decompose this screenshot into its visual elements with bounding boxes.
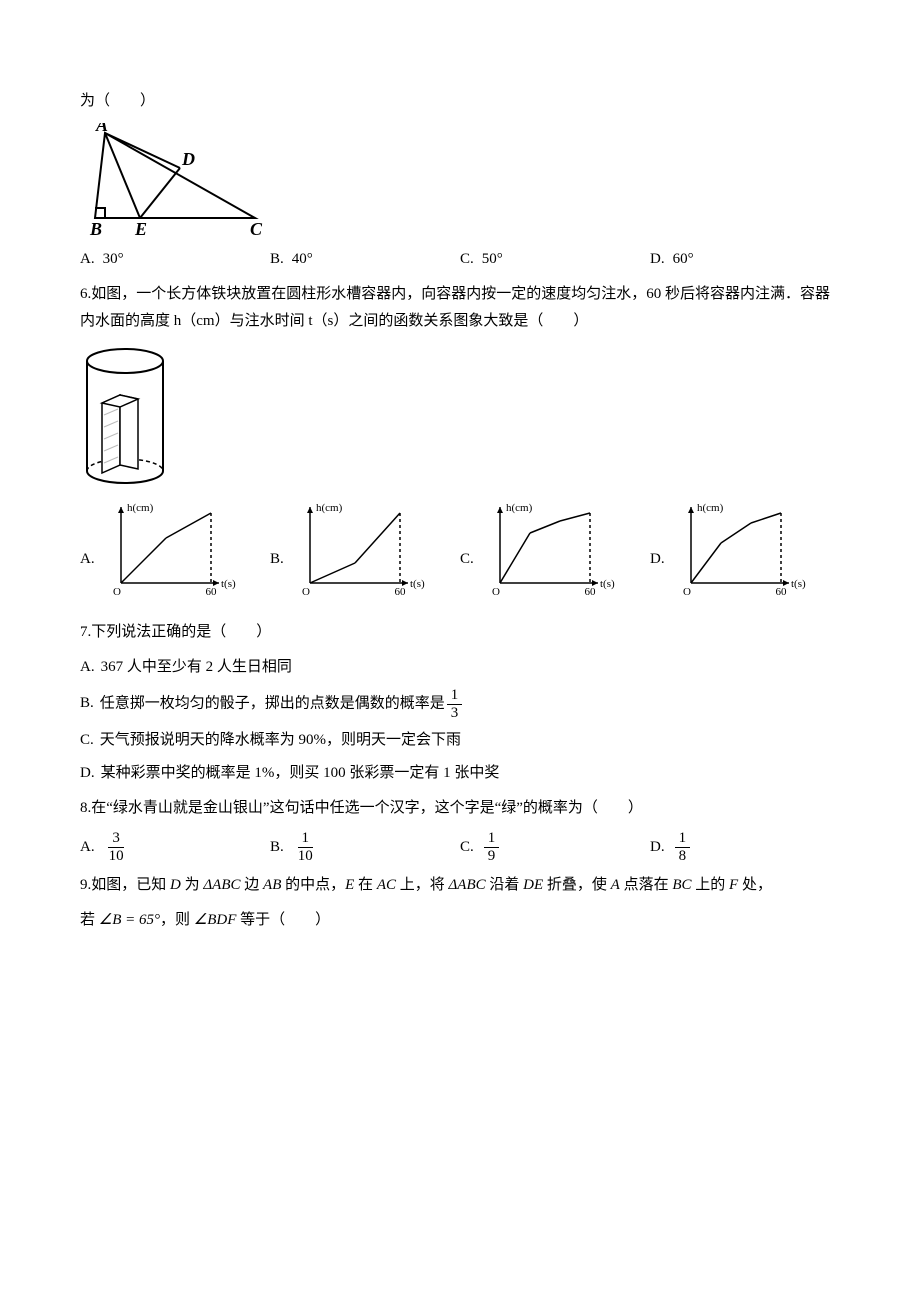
q9-l2-post: 等于（ ） xyxy=(236,912,330,928)
option-letter: D. xyxy=(80,760,95,787)
frac-num: 3 xyxy=(108,830,124,848)
q5-option-b[interactable]: B. 40° xyxy=(270,246,460,273)
frac-num: 1 xyxy=(447,687,463,705)
option-text-pre: 任意掷一枚均匀的骰子，掷出的点数是偶数的概率是 xyxy=(100,695,445,711)
svg-text:60: 60 xyxy=(584,586,596,598)
option-letter: A. xyxy=(80,654,95,681)
option-text: 某种彩票中奖的概率是 1%，则买 100 张彩票一定有 1 张中奖 xyxy=(101,760,500,787)
q5-option-c[interactable]: C. 50° xyxy=(460,246,650,273)
q5-tail-line: 为（ ） xyxy=(80,88,840,115)
q8-stem: 8.在“绿水青山就是金山银山”这句话中任选一个汉字，这个字是“绿”的概率为（ ） xyxy=(80,795,840,822)
option-value: 40° xyxy=(292,246,313,273)
option-letter: C. xyxy=(460,246,474,273)
fraction: 13 xyxy=(447,687,463,721)
svg-text:O: O xyxy=(302,586,310,598)
frac-num: 1 xyxy=(298,830,314,848)
q8-option-a[interactable]: A. 310 xyxy=(80,830,270,864)
q7-stem: 7.下列说法正确的是（ ） xyxy=(80,619,840,646)
q9-l2-pre: 若 xyxy=(80,912,99,928)
svg-text:60: 60 xyxy=(205,586,217,598)
option-letter: C. xyxy=(80,727,94,754)
q7-option-d[interactable]: D. 某种彩票中奖的概率是 1%，则买 100 张彩票一定有 1 张中奖 xyxy=(80,760,840,787)
svg-text:O: O xyxy=(683,586,691,598)
q6-cylinder-figure xyxy=(80,343,840,493)
option-letter: B. xyxy=(270,834,284,861)
frac-den: 8 xyxy=(675,848,691,865)
fraction: 110 xyxy=(294,830,317,864)
frac-den: 3 xyxy=(447,705,463,722)
q6-graph-svg-b: Oh(cm) t(s) 60 xyxy=(288,503,438,603)
svg-text:60: 60 xyxy=(394,586,406,598)
option-letter: D. xyxy=(650,546,665,603)
q5-options: A. 30° B. 40° C. 50° D. 60° xyxy=(80,246,840,273)
option-text: 天气预报说明天的降水概率为 90%，则明天一定会下雨 xyxy=(100,727,461,754)
svg-text:E: E xyxy=(134,219,147,238)
option-value: 30° xyxy=(103,246,124,273)
svg-text:h(cm): h(cm) xyxy=(316,503,343,514)
option-value: 60° xyxy=(673,246,694,273)
option-letter: A. xyxy=(80,834,95,861)
q9-l2-mid: ，则 xyxy=(160,912,194,928)
q8-option-c[interactable]: C. 19 xyxy=(460,830,650,864)
option-letter: A. xyxy=(80,246,95,273)
q7-option-b[interactable]: B. 任意掷一枚均匀的骰子，掷出的点数是偶数的概率是13 xyxy=(80,687,840,721)
q7-option-c[interactable]: C. 天气预报说明天的降水概率为 90%，则明天一定会下雨 xyxy=(80,727,840,754)
fraction: 18 xyxy=(675,830,691,864)
q9-l2-eq: ∠B = 65° xyxy=(99,912,160,928)
option-text: 367 人中至少有 2 人生日相同 xyxy=(101,654,292,681)
svg-text:t(s): t(s) xyxy=(791,578,806,590)
frac-den: 9 xyxy=(484,848,500,865)
q6-graphs: A. Oh(cm) t(s) 60 B. Oh(cm) t(s) 60 C. Oh(cm… xyxy=(80,503,840,603)
frac-num: 1 xyxy=(675,830,691,848)
q9-line2: 若 ∠B = 65°，则 ∠BDF 等于（ ） xyxy=(80,907,840,934)
q6-graph-svg-c: Oh(cm) t(s) 60 xyxy=(478,503,628,603)
q8-option-d[interactable]: D. 18 xyxy=(650,830,840,864)
frac-den: 10 xyxy=(105,848,128,865)
svg-text:A: A xyxy=(95,123,108,135)
q5-option-d[interactable]: D. 60° xyxy=(650,246,840,273)
svg-text:60: 60 xyxy=(775,586,787,598)
svg-text:t(s): t(s) xyxy=(221,578,236,590)
svg-text:B: B xyxy=(89,219,102,238)
svg-text:h(cm): h(cm) xyxy=(506,503,533,514)
option-value: 50° xyxy=(482,246,503,273)
svg-text:D: D xyxy=(181,149,195,169)
q8-options: A. 310 B. 110 C. 19 D. 18 xyxy=(80,830,840,864)
svg-text:t(s): t(s) xyxy=(410,578,425,590)
option-letter: C. xyxy=(460,834,474,861)
q5-option-a[interactable]: A. 30° xyxy=(80,246,270,273)
q6-option-b[interactable]: B. Oh(cm) t(s) 60 xyxy=(270,503,460,603)
q5-figure: A B C D E xyxy=(80,123,840,238)
q9-line1: 9.如图，已知 D 为 ΔABC 边 AB 的中点，E 在 AC 上，将 ΔAB… xyxy=(80,872,840,899)
q6-stem: 6.如图，一个长方体铁块放置在圆柱形水槽容器内，向容器内按一定的速度均匀注水，6… xyxy=(80,281,840,335)
q6-option-c[interactable]: C. Oh(cm) t(s) 60 xyxy=(460,503,650,603)
q8-option-b[interactable]: B. 110 xyxy=(270,830,460,864)
option-letter: B. xyxy=(270,246,284,273)
svg-text:h(cm): h(cm) xyxy=(697,503,724,514)
option-letter: D. xyxy=(650,834,665,861)
option-letter: B. xyxy=(80,690,94,717)
option-letter: C. xyxy=(460,546,474,603)
q7-option-a[interactable]: A. 367 人中至少有 2 人生日相同 xyxy=(80,654,840,681)
fraction: 19 xyxy=(484,830,500,864)
svg-text:C: C xyxy=(250,219,263,238)
frac-num: 1 xyxy=(484,830,500,848)
svg-text:O: O xyxy=(113,586,121,598)
q6-graph-svg-a: Oh(cm) t(s) 60 xyxy=(99,503,249,603)
fraction: 310 xyxy=(105,830,128,864)
option-letter: B. xyxy=(270,546,284,603)
q9-l2-ang: ∠BDF xyxy=(194,912,237,928)
svg-text:O: O xyxy=(492,586,500,598)
frac-den: 10 xyxy=(294,848,317,865)
option-letter: D. xyxy=(650,246,665,273)
svg-text:h(cm): h(cm) xyxy=(127,503,154,514)
q6-option-a[interactable]: A. Oh(cm) t(s) 60 xyxy=(80,503,270,603)
svg-text:t(s): t(s) xyxy=(600,578,615,590)
q6-graph-svg-d: Oh(cm) t(s) 60 xyxy=(669,503,819,603)
option-letter: A. xyxy=(80,546,95,603)
q6-option-d[interactable]: D. Oh(cm) t(s) 60 xyxy=(650,503,840,603)
option-text: 任意掷一枚均匀的骰子，掷出的点数是偶数的概率是13 xyxy=(100,687,465,721)
